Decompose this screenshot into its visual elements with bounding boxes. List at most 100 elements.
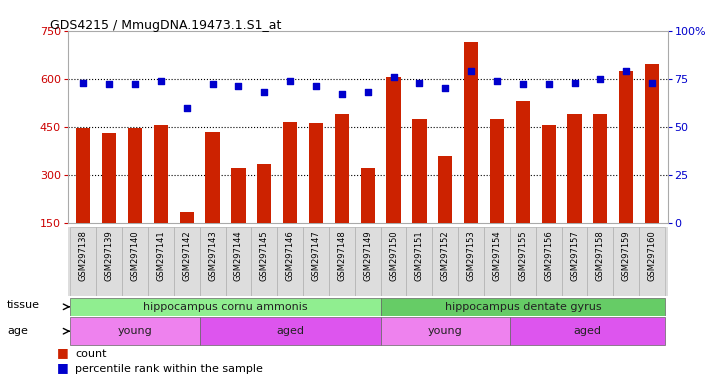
- Bar: [361, 168, 375, 223]
- Text: GSM297139: GSM297139: [105, 230, 114, 281]
- Bar: [309, 123, 323, 223]
- Bar: [71, 317, 200, 345]
- Text: GSM297141: GSM297141: [156, 230, 166, 281]
- Bar: [231, 168, 246, 223]
- Text: GDS4215 / MmugDNA.19473.1.S1_at: GDS4215 / MmugDNA.19473.1.S1_at: [50, 19, 281, 32]
- Point: [466, 68, 477, 74]
- Text: GSM297158: GSM297158: [596, 230, 605, 281]
- Bar: [458, 227, 484, 296]
- Text: GSM297145: GSM297145: [260, 230, 268, 281]
- Text: tissue: tissue: [7, 300, 40, 310]
- Bar: [438, 156, 453, 223]
- Bar: [200, 317, 381, 345]
- Text: aged: aged: [276, 326, 304, 336]
- Point: [646, 79, 658, 86]
- Bar: [154, 125, 168, 223]
- Bar: [128, 128, 142, 223]
- Bar: [174, 227, 200, 296]
- Text: GSM297143: GSM297143: [208, 230, 217, 281]
- Bar: [536, 227, 562, 296]
- Bar: [381, 227, 406, 296]
- Bar: [180, 212, 194, 223]
- Bar: [102, 133, 116, 223]
- Text: GSM297146: GSM297146: [286, 230, 295, 281]
- Point: [440, 85, 451, 91]
- Bar: [568, 114, 582, 223]
- Text: ■: ■: [57, 361, 69, 374]
- Point: [388, 74, 399, 80]
- Text: GSM297144: GSM297144: [234, 230, 243, 281]
- Text: GSM297156: GSM297156: [544, 230, 553, 281]
- Text: count: count: [75, 349, 106, 359]
- Point: [620, 68, 632, 74]
- Bar: [619, 71, 633, 223]
- Bar: [510, 227, 536, 296]
- Point: [78, 79, 89, 86]
- Bar: [562, 227, 588, 296]
- Point: [233, 83, 244, 89]
- Bar: [226, 227, 251, 296]
- Text: hippocampus dentate gyrus: hippocampus dentate gyrus: [445, 302, 601, 312]
- Bar: [96, 227, 122, 296]
- Point: [595, 76, 606, 82]
- Bar: [200, 227, 226, 296]
- Point: [284, 78, 296, 84]
- Text: young: young: [428, 326, 463, 336]
- Text: GSM297160: GSM297160: [648, 230, 657, 281]
- Text: aged: aged: [573, 326, 601, 336]
- Bar: [277, 227, 303, 296]
- Text: GSM297149: GSM297149: [363, 230, 372, 281]
- Bar: [251, 227, 277, 296]
- Bar: [355, 227, 381, 296]
- Bar: [381, 298, 665, 316]
- Text: GSM297148: GSM297148: [337, 230, 346, 281]
- Bar: [541, 125, 555, 223]
- Text: GSM297155: GSM297155: [518, 230, 528, 281]
- Bar: [484, 227, 510, 296]
- Bar: [122, 227, 148, 296]
- Point: [413, 79, 425, 86]
- Text: GSM297159: GSM297159: [622, 230, 630, 281]
- Text: young: young: [118, 326, 152, 336]
- Text: age: age: [7, 326, 28, 336]
- Point: [336, 91, 348, 97]
- Bar: [645, 65, 659, 223]
- Point: [104, 81, 115, 88]
- Text: ■: ■: [57, 346, 69, 359]
- Bar: [510, 317, 665, 345]
- Bar: [206, 131, 220, 223]
- Bar: [516, 101, 530, 223]
- Bar: [588, 227, 613, 296]
- Bar: [433, 227, 458, 296]
- Point: [569, 79, 580, 86]
- Bar: [303, 227, 329, 296]
- Bar: [490, 119, 504, 223]
- Point: [207, 81, 218, 88]
- Text: GSM297142: GSM297142: [182, 230, 191, 281]
- Point: [258, 89, 270, 95]
- Bar: [639, 227, 665, 296]
- Point: [155, 78, 166, 84]
- Point: [362, 89, 373, 95]
- Bar: [381, 317, 510, 345]
- Bar: [406, 227, 433, 296]
- Text: GSM297152: GSM297152: [441, 230, 450, 281]
- Text: hippocampus cornu ammonis: hippocampus cornu ammonis: [144, 302, 308, 312]
- Bar: [593, 114, 608, 223]
- Bar: [71, 227, 96, 296]
- Bar: [71, 298, 381, 316]
- Text: GSM297147: GSM297147: [311, 230, 321, 281]
- Bar: [613, 227, 639, 296]
- Text: GSM297157: GSM297157: [570, 230, 579, 281]
- Point: [129, 81, 141, 88]
- Point: [543, 81, 554, 88]
- Text: GSM297138: GSM297138: [79, 230, 88, 281]
- Bar: [412, 119, 426, 223]
- Text: percentile rank within the sample: percentile rank within the sample: [75, 364, 263, 374]
- Point: [491, 78, 503, 84]
- Bar: [76, 128, 91, 223]
- Point: [517, 81, 528, 88]
- Point: [311, 83, 322, 89]
- Text: GSM297150: GSM297150: [389, 230, 398, 281]
- Bar: [257, 164, 271, 223]
